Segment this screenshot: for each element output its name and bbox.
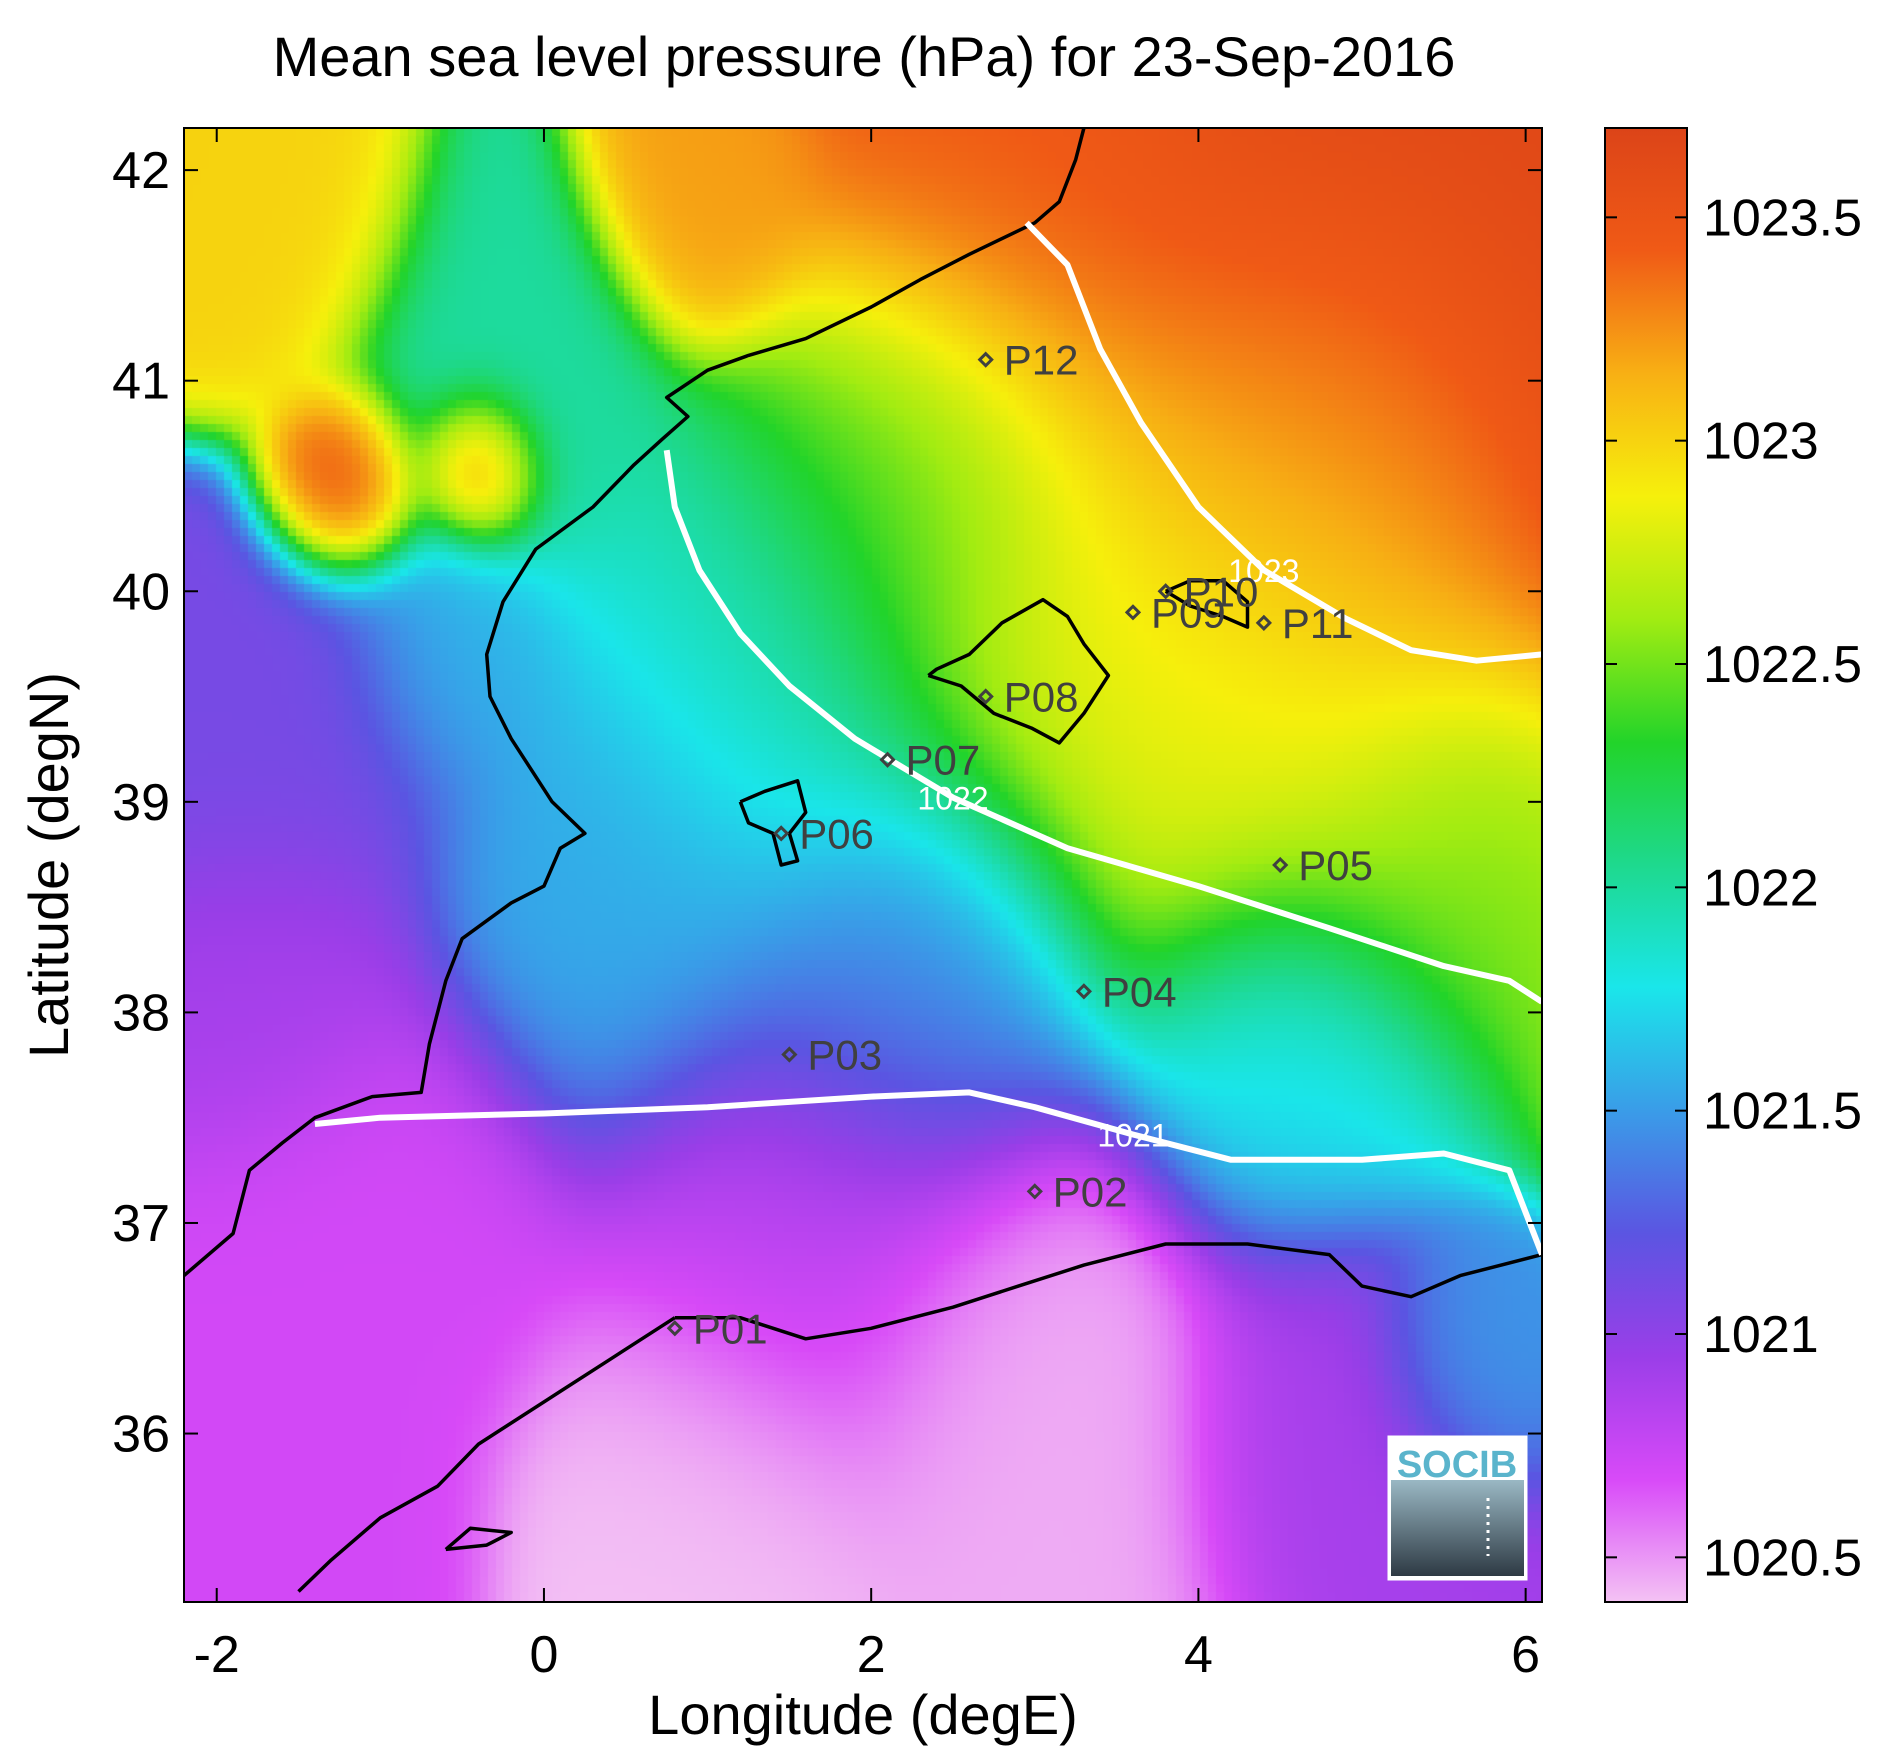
station-marker	[1124, 604, 1142, 621]
station-label: P10	[1184, 568, 1259, 615]
x-tick-label: 6	[1511, 1626, 1540, 1684]
station-label: P08	[1004, 674, 1079, 721]
colorbar-frame	[1604, 127, 1688, 1603]
pressure-field-heatmap	[184, 128, 1542, 1602]
station-label: P11	[1282, 600, 1354, 647]
x-axis-ticks: -2 0 2 4 6	[194, 128, 1540, 1684]
x-tick-label: 0	[529, 1626, 558, 1684]
station-marker	[666, 1320, 683, 1337]
colorbar-ticks: 1020.5 1021 1021.5 1022 1022.5 1023 1023.5	[1605, 189, 1862, 1587]
x-axis-label: Longitude (degE)	[648, 1683, 1078, 1746]
coastline	[738, 779, 808, 867]
station-marker	[1255, 614, 1272, 631]
isobar-line	[663, 449, 1542, 1005]
isobar-label: 1023	[1228, 553, 1299, 589]
coastline	[297, 1316, 676, 1593]
coastline	[927, 597, 1111, 745]
station-label: P09	[1151, 589, 1226, 636]
station-marker	[773, 825, 790, 842]
station-marker	[781, 1046, 798, 1063]
station-label: P04	[1102, 968, 1177, 1015]
colorbar: 1020.5 1021 1021.5 1022 1022.5 1023 1023.5	[1604, 127, 1862, 1603]
station-label: P05	[1298, 842, 1373, 889]
station-label: P07	[906, 737, 981, 784]
y-tick-label: 38	[112, 984, 170, 1042]
colorbar-tick-label: 1022.5	[1703, 636, 1862, 694]
x-tick-label: 4	[1184, 1626, 1213, 1684]
colorbar-tick-label: 1022	[1703, 859, 1819, 917]
y-tick-label: 37	[112, 1195, 170, 1253]
y-tick-label: 42	[112, 142, 170, 200]
colorbar-tick-label: 1020.5	[1703, 1529, 1862, 1587]
station-marker	[977, 351, 994, 368]
station-marker	[1272, 856, 1289, 874]
x-tick-label: 2	[857, 1626, 886, 1684]
y-tick-label: 40	[112, 563, 170, 621]
chart-title: Mean sea level pressure (hPa) for 23-Sep…	[273, 25, 1456, 88]
colorbar-tick-label: 1021.5	[1703, 1083, 1862, 1141]
coastline	[1164, 578, 1250, 629]
station-label: P12	[1004, 337, 1079, 384]
logo-text: SOCIB	[1397, 1444, 1517, 1486]
map-plot-area: 1021 1022 1023 P01 P02 P03 P04 P05 P06 P07 P08 P09…	[112, 127, 1543, 1684]
isobar-label: 1022	[917, 781, 988, 817]
isobar-label: 1021	[1097, 1118, 1168, 1154]
station-label: P01	[693, 1305, 768, 1352]
station-marker	[1026, 1183, 1043, 1200]
station-marker	[1075, 983, 1093, 1000]
x-tick-label: -2	[194, 1626, 240, 1684]
plot-frame	[183, 127, 1543, 1603]
station-marker	[1157, 583, 1174, 600]
coastlines	[184, 128, 1542, 1593]
colorbar-tick-label: 1021	[1703, 1306, 1819, 1364]
y-axis-label: Latitude (degN)	[17, 672, 80, 1058]
coastline	[674, 1242, 1542, 1341]
y-tick-label: 36	[112, 1406, 170, 1464]
isobar-contours: 1021 1022 1023	[314, 220, 1542, 1256]
socib-logo: SOCIB	[1387, 1435, 1528, 1581]
isobar-line	[1024, 220, 1542, 664]
coastline	[444, 1526, 513, 1552]
isobar-line	[314, 1089, 1542, 1256]
logo-frame	[1387, 1435, 1528, 1581]
coastline	[184, 128, 1086, 1277]
station-label: P06	[799, 810, 874, 857]
y-tick-label: 41	[112, 353, 170, 411]
y-tick-label: 39	[112, 774, 170, 832]
station-marker	[977, 688, 994, 705]
station-marker	[879, 751, 896, 768]
colorbar-tick-label: 1023	[1703, 413, 1819, 471]
station-label: P03	[807, 1032, 882, 1079]
colorbar-tick-label: 1023.5	[1703, 189, 1862, 247]
logo-gradient-panel	[1391, 1480, 1524, 1576]
colorbar-fill	[1605, 128, 1687, 1602]
y-axis-ticks: 36 37 38 39 40 41 42	[112, 142, 1542, 1464]
station-label: P02	[1053, 1168, 1128, 1215]
